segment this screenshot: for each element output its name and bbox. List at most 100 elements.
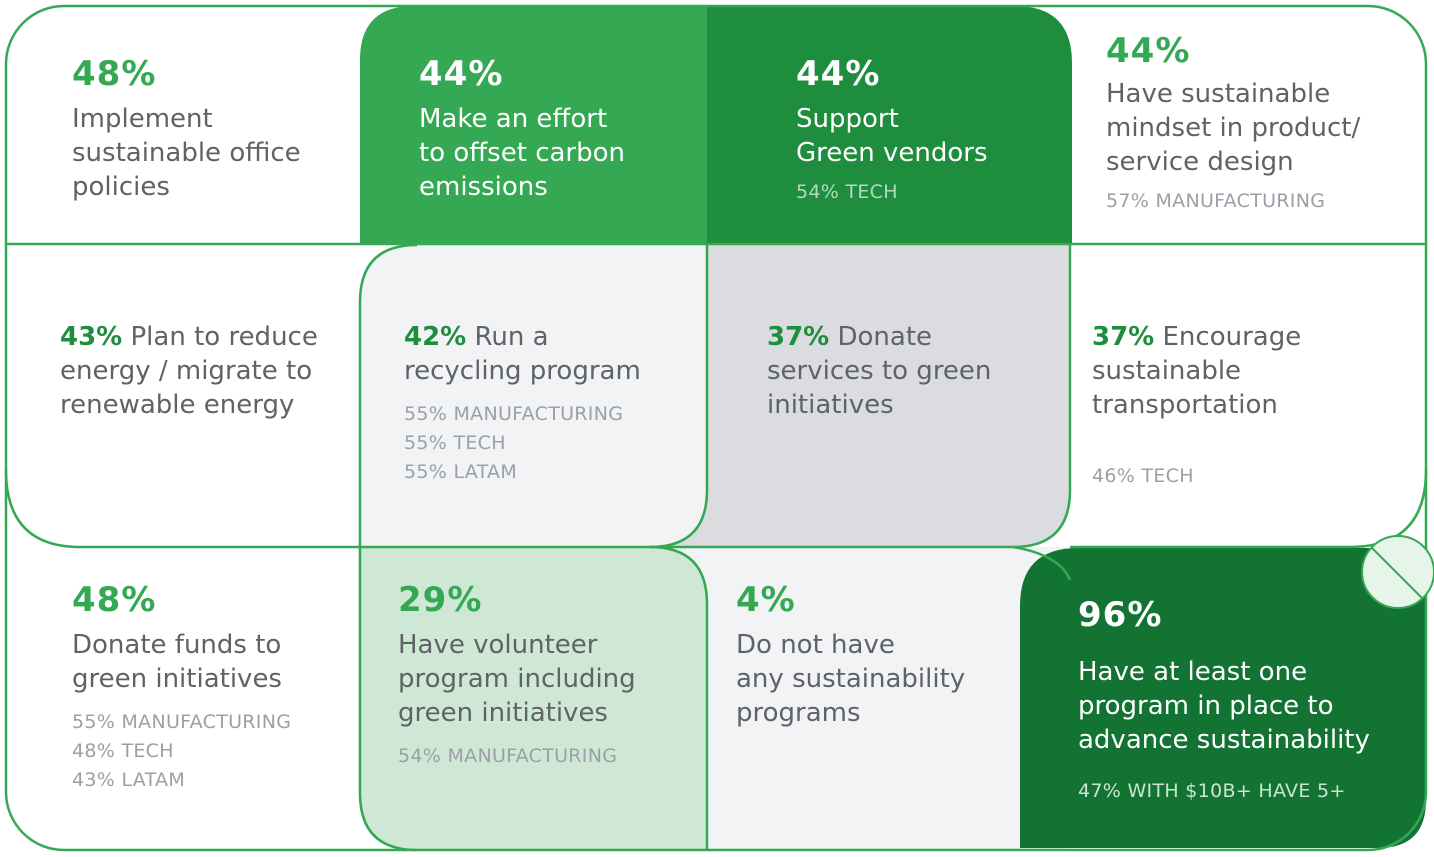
stat-description: 42% Run a recycling program [404,320,699,388]
stat-description: Support Green vendors [796,102,1066,170]
breakdown-line: 55% MANUFACTURING [72,711,292,733]
stat-percent: 29% [398,580,483,620]
stat-description: 37% Encourage sustainable transportation [1092,320,1412,422]
breakdown-line: 55% MANUFACTURING [404,403,624,425]
volunteer-border [358,547,418,852]
stat-percent: 44% [796,54,881,94]
desc-line: policies [72,172,170,202]
desc-line: recycling program [404,356,641,386]
stat-breakdown: 47% WITH $10B+ HAVE 5+ [1078,777,1418,806]
desc-line: Donate funds to [72,630,282,660]
stat-description: Have at least one program in place to ad… [1078,655,1418,757]
desc-line: Have at least one [1078,657,1308,687]
stat-breakdown: 46% TECH [1092,462,1412,491]
cell-transportation: 37% Encourage sustainable transportation… [1092,320,1412,491]
desc-line: Run a [474,322,549,352]
breakdown-line: 48% TECH [72,740,174,762]
desc-line: Green vendors [796,138,988,168]
stat-breakdown: 55% MANUFACTURING 55% TECH 55% LATAM [404,400,699,487]
desc-line: Support [796,104,899,134]
fill-offset-carbon [360,6,707,243]
stat-breakdown: 55% MANUFACTURING 48% TECH 43% LATAM [72,708,357,795]
stat-breakdown: 54% TECH [796,178,1066,207]
desc-line: program including [398,664,636,694]
col-divider-bottom [649,545,709,850]
desc-line: mindset in product/ [1106,113,1361,143]
desc-line: Make an effort [419,104,608,134]
desc-line: Donate [837,322,933,352]
stat-percent: 37% [1092,322,1155,352]
breakdown-line: 43% LATAM [72,769,186,791]
desc-line: green initiatives [398,698,608,728]
cell-offset-carbon: 44% Make an effort to offset carbon emis… [419,54,699,204]
row-2-left-curve [4,469,650,549]
outer-border [4,4,1428,852]
desc-line: services to green [767,356,992,386]
breakdown-line: 54% TECH [796,181,898,203]
stat-description: Donate funds to green initiatives [72,628,357,696]
stat-percent: 44% [1106,31,1191,71]
breakdown-line: 55% TECH [404,432,506,454]
fill-at-least-one [1020,548,1426,848]
leaf-icon [1361,535,1434,609]
desc-line: green initiatives [72,664,282,694]
desc-line: Have volunteer [398,630,598,660]
cell-green-vendors: 44% Support Green vendors 54% TECH [796,54,1066,207]
stat-description: 43% Plan to reduce energy / migrate to r… [60,320,355,422]
desc-line: Plan to reduce [130,322,318,352]
stat-percent: 37% [767,322,830,352]
breakdown-line: 47% WITH $10B+ HAVE 5+ [1078,780,1346,802]
cell-at-least-one: 96% Have at least one program in place t… [1078,595,1418,806]
stat-description: Have volunteer program including green i… [398,628,698,730]
stat-percent: 4% [736,580,796,620]
desc-line: transportation [1092,390,1278,420]
stat-breakdown: 57% MANUFACTURING [1106,187,1416,216]
desc-line: any sustainability [736,664,966,694]
stat-percent: 96% [1078,595,1163,635]
desc-line: sustainable [1092,356,1242,386]
desc-line: program in place to [1078,691,1334,721]
fill-no-programs [650,547,1070,850]
cell-donate-services: 37% Donate services to green initiatives [767,320,1062,422]
transport-curve [1070,469,1428,549]
desc-line: sustainable office [72,138,301,168]
desc-line: Implement [72,104,213,134]
desc-line: renewable energy [60,390,295,420]
no-programs-curve [1012,545,1072,581]
cell-volunteer: 29% Have volunteer program including gre… [398,580,698,771]
cell-office-policies: 48% Implement sustainable office policie… [72,54,352,204]
stat-description: Implement sustainable office policies [72,102,352,204]
desc-line: emissions [419,172,548,202]
recycling-border [358,243,418,547]
breakdown-line: 57% MANUFACTURING [1106,190,1326,212]
stat-description: Make an effort to offset carbon emission… [419,102,699,204]
cell-donate-funds: 48% Donate funds to green initiatives 55… [72,580,357,795]
breakdown-line: 55% LATAM [404,461,518,483]
fill-donate-services [650,245,1070,547]
desc-line: to offset carbon [419,138,625,168]
stat-percent: 48% [72,580,157,620]
stat-description: Do not have any sustainability programs [736,628,1016,730]
stat-percent: 42% [404,322,467,352]
fill-green-vendors [707,6,1072,243]
desc-line: energy / migrate to [60,356,313,386]
desc-line: Encourage [1162,322,1302,352]
stat-description: 37% Donate services to green initiatives [767,320,1062,422]
stat-percent: 48% [72,54,157,94]
desc-line: advance sustainability [1078,725,1370,755]
cell-product-design: 44% Have sustainable mindset in product/… [1106,31,1416,216]
desc-line: Have sustainable [1106,79,1331,109]
stat-percent: 43% [60,322,123,352]
stat-percent: 44% [419,54,504,94]
fill-recycling [360,245,707,547]
cell-recycling: 42% Run a recycling program 55% MANUFACT… [404,320,699,487]
desc-line: service design [1106,147,1294,177]
desc-line: Do not have [736,630,895,660]
cell-reduce-energy: 43% Plan to reduce energy / migrate to r… [60,320,355,422]
desc-line: programs [736,698,861,728]
breakdown-line: 46% TECH [1092,465,1194,487]
breakdown-line: 54% MANUFACTURING [398,745,618,767]
cell-no-programs: 4% Do not have any sustainability progra… [736,580,1016,730]
fill-volunteer [360,547,707,850]
